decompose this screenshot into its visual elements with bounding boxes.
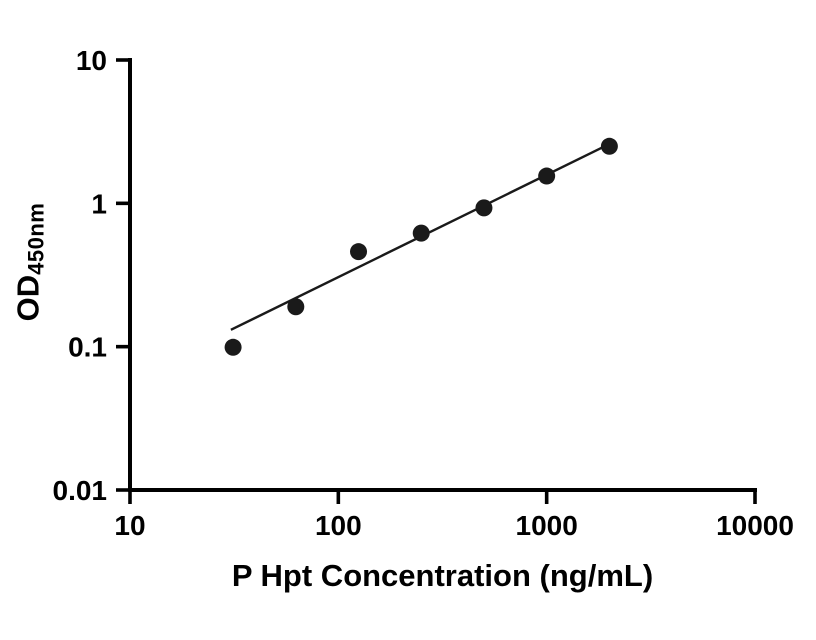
data-point — [287, 298, 305, 316]
y-axis-title: OD450nm — [11, 203, 50, 322]
x-tick-label: 1000 — [516, 510, 578, 541]
y-tick-label: 10 — [76, 45, 107, 76]
data-point — [350, 243, 368, 261]
y-tick-label: 0.1 — [68, 332, 107, 363]
y-tick-label: 0.01 — [53, 475, 108, 506]
x-axis-title-text: P Hpt Concentration (ng/mL) — [231, 558, 654, 593]
y-tick-label: 1 — [91, 188, 107, 219]
data-point — [475, 199, 493, 217]
data-point — [600, 137, 618, 155]
x-tick-label: 10000 — [716, 510, 794, 541]
y-axis-title-sub: 450nm — [23, 202, 49, 275]
x-tick-label: 10 — [114, 510, 145, 541]
x-tick-label: 100 — [315, 510, 362, 541]
x-axis-title: P Hpt Concentration (ng/mL) — [130, 558, 755, 594]
y-axis-title-main: OD — [10, 274, 46, 322]
data-point — [224, 338, 242, 356]
data-point — [412, 224, 430, 242]
data-point — [538, 167, 556, 185]
